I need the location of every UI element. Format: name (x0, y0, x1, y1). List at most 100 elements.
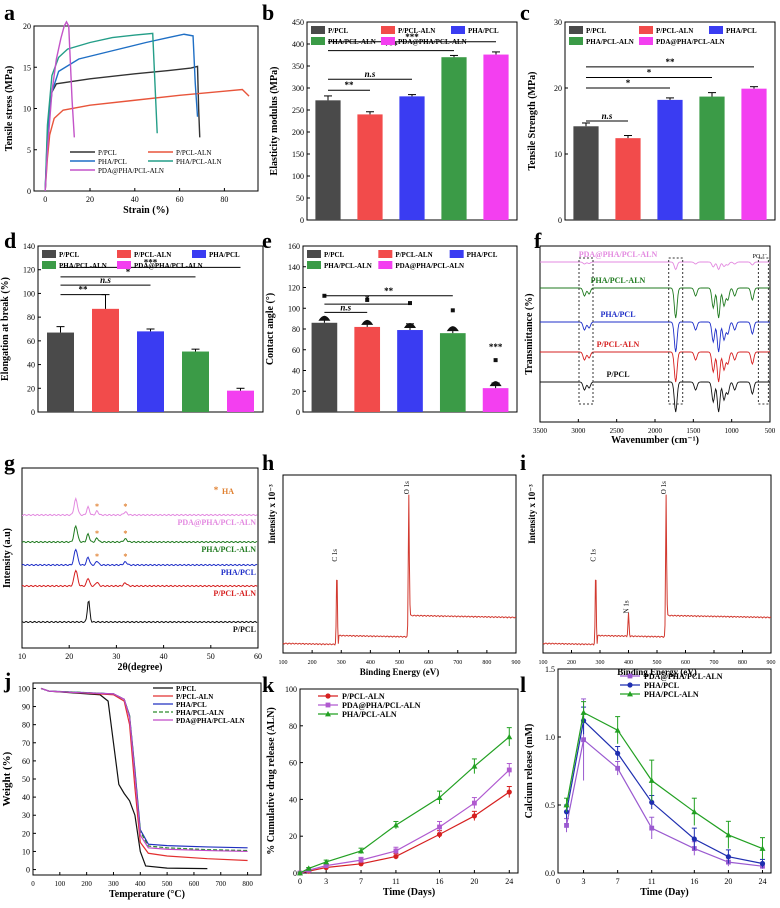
y-tick-label: 120 (288, 284, 300, 293)
y-tick-label: 20 (27, 384, 35, 393)
bar (483, 54, 509, 221)
x-tick-label: 7 (359, 877, 363, 886)
data-point (393, 853, 399, 860)
x-tick-label: 100 (55, 880, 66, 888)
x-tick-label: 800 (242, 880, 253, 888)
legend-swatch (709, 26, 723, 34)
y-axis-title: % Cumulative drug release (ALN) (266, 707, 277, 855)
y-axis-title: Contact angle (°) (265, 293, 276, 365)
spectrum-line (542, 494, 772, 646)
data-point (472, 800, 477, 806)
panel-letter: h (262, 450, 274, 475)
y-tick-label: 5 (27, 146, 31, 155)
data-point (563, 809, 570, 815)
x-tick-label: 7 (616, 877, 620, 886)
bar (354, 326, 381, 412)
x-tick-label: 0 (298, 877, 302, 886)
panel-i: 100 200 300 400 500 600 700 800 900 Binding Energ… (527, 474, 776, 677)
y-tick-label: 0.5 (545, 801, 555, 810)
y-tick-label: 20 (554, 84, 562, 93)
y-tick-label: 30 (22, 811, 30, 820)
legend-label: P/PCL-ALN (134, 251, 171, 259)
x-tick-label: 3 (324, 877, 328, 886)
legend-label: PDA@PHA/PCL-ALN (398, 38, 467, 46)
x-tick-label: 10 (18, 652, 26, 661)
y-tick-label: 70 (22, 739, 30, 748)
panel-letter: d (4, 228, 16, 253)
y-axis-title: Intensity x 10⁻³ (267, 484, 277, 544)
y-tick-label: 10 (22, 847, 30, 856)
bar (47, 332, 74, 412)
outlier-point (408, 301, 412, 306)
x-tick-label: 16 (436, 877, 444, 886)
y-axis-title: Weight (%) (1, 751, 13, 806)
plot-frame (299, 688, 519, 874)
y-tick-label: 10 (23, 105, 31, 114)
x-tick-label: 2500 (610, 427, 625, 435)
y-tick-label: 20 (289, 832, 297, 841)
legend-label: PHA/PCL-ALN (644, 690, 699, 699)
panel-h: 100 200 300 400 500 600 700 800 900 Binding Energ… (267, 474, 521, 677)
bar (357, 114, 383, 220)
x-tick-label: 200 (81, 880, 92, 888)
significance-label: * (126, 267, 131, 277)
x-tick-label: 40 (160, 652, 168, 661)
legend-label: PHA/PCL (98, 158, 127, 166)
x-tick-label: 1500 (686, 427, 701, 435)
legend-label: P/PCL (59, 251, 80, 259)
series-line (44, 20, 76, 192)
legend-marker (325, 702, 331, 708)
y-tick-label: 100 (288, 304, 300, 313)
series-label: P/PCL-ALN (213, 589, 256, 598)
series-label: P/PCL (606, 370, 629, 379)
series-label: PHA/PCL (600, 310, 635, 319)
legend-swatch (378, 261, 393, 269)
legend-swatch (451, 26, 465, 34)
x-tick-label: 300 (337, 660, 346, 666)
outlier-point (493, 358, 498, 363)
y-tick-label: 0 (27, 187, 31, 196)
ha-marker: * (95, 529, 99, 538)
y-tick-label: 0 (31, 408, 35, 417)
x-tick-label: 60 (176, 195, 184, 204)
peak-label: O 1s (660, 481, 668, 494)
ha-marker: * (123, 502, 127, 511)
x-tick-label: 16 (690, 877, 698, 886)
x-tick-label: 3000 (571, 427, 586, 435)
x-tick-label: 500 (162, 880, 173, 888)
data-point (436, 831, 443, 837)
y-tick-label: 40 (289, 795, 297, 804)
x-tick-label: 700 (710, 660, 719, 666)
legend-label: PDA@PHA/PCL-ALN (395, 262, 464, 270)
x-tick-label: 0 (31, 880, 35, 888)
legend-swatch (307, 250, 321, 258)
x-tick-label: 600 (424, 660, 433, 666)
significance-label: ** (384, 286, 394, 296)
bar (92, 308, 119, 412)
y-tick-label: 100 (18, 684, 30, 693)
y-axis-title: Transmittance (%) (524, 293, 535, 374)
x-tick-label: 900 (512, 660, 521, 666)
y-tick-label: 90 (22, 703, 30, 712)
legend-label: PHA/PCL (644, 681, 679, 690)
y-tick-label: 100 (23, 289, 35, 298)
data-point (725, 854, 732, 860)
legend-swatch (42, 261, 56, 269)
legend-label: PDA@PHA/PCL-ALN (134, 262, 203, 270)
x-tick-label: 100 (539, 660, 548, 666)
series-line (565, 719, 763, 865)
y-tick-label: 50 (296, 194, 304, 203)
panel-j: 0 100 200 300 400 500 600 700 800 0 10 20 30 40 50 60 70… (1, 682, 262, 900)
legend-label: PHA/PCL (176, 701, 207, 709)
x-tick-label: 300 (108, 880, 119, 888)
panel-letter: f (534, 228, 542, 253)
bar (441, 57, 467, 221)
y-tick-label: 400 (292, 40, 304, 49)
data-point (393, 848, 399, 854)
legend-label: PHA/PCL-ALN (59, 262, 107, 270)
x-tick-label: 40 (131, 195, 139, 204)
panel-k: 0 3 7 11 16 20 24 0 20 40 60 80 100 Time (Days) % Cumu… (266, 685, 519, 898)
legend-label: P/PCL (176, 685, 197, 693)
x-tick-label: 50 (207, 652, 215, 661)
pattern-line (21, 600, 258, 624)
